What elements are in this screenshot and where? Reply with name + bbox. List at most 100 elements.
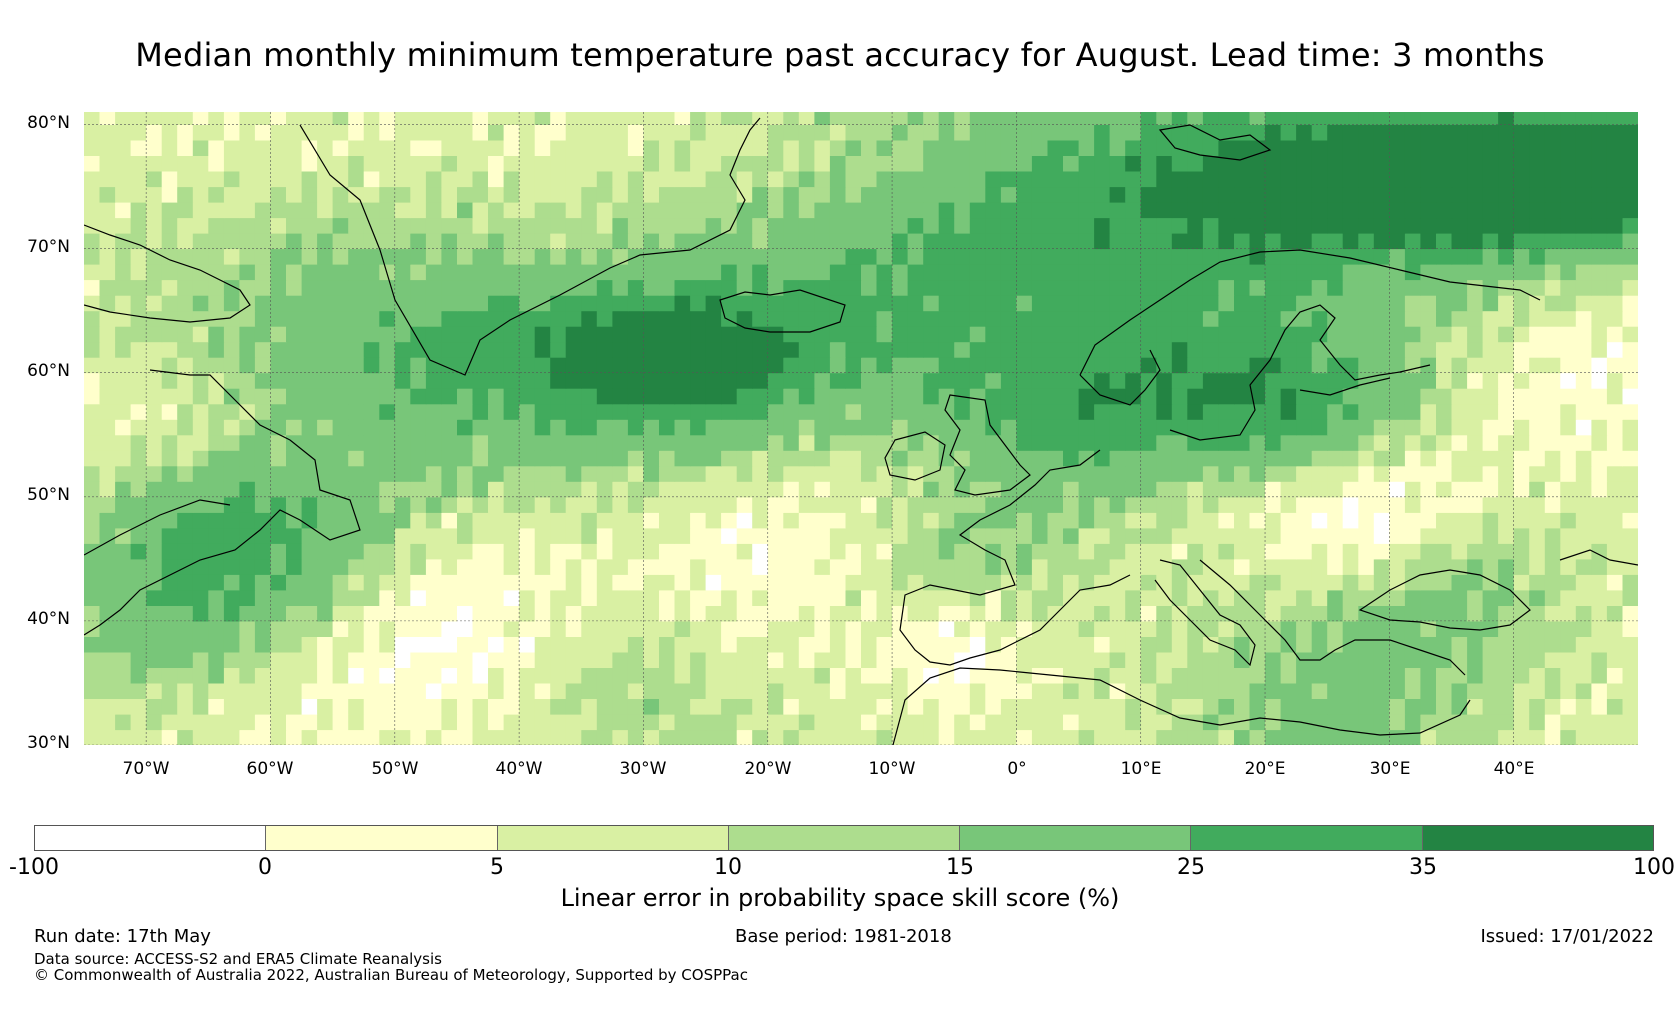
skill-cell bbox=[892, 434, 909, 451]
skill-cell bbox=[892, 682, 909, 699]
skill-cell bbox=[363, 729, 380, 745]
skill-cell bbox=[1063, 357, 1080, 374]
skill-cell bbox=[938, 419, 955, 436]
skill-cell bbox=[814, 279, 831, 296]
skill-cell bbox=[270, 388, 287, 405]
skill-cell bbox=[410, 403, 427, 420]
skill-cell bbox=[814, 341, 831, 358]
skill-cell bbox=[1016, 465, 1033, 482]
skill-cell bbox=[892, 512, 909, 529]
colorbar-tick: 15 bbox=[946, 855, 974, 880]
skill-cell bbox=[1311, 233, 1328, 250]
skill-cell bbox=[394, 729, 411, 745]
lat-label-40n: 40°N bbox=[27, 609, 70, 629]
skill-cell bbox=[565, 217, 582, 234]
skill-cell bbox=[1560, 139, 1577, 156]
skill-cell bbox=[348, 620, 365, 637]
skill-cell bbox=[332, 217, 349, 234]
skill-cell bbox=[1140, 202, 1157, 219]
skill-cell bbox=[1591, 481, 1608, 498]
skill-cell bbox=[519, 124, 536, 141]
skill-cell bbox=[410, 481, 427, 498]
skill-cell bbox=[425, 372, 442, 389]
skill-cell bbox=[223, 636, 240, 653]
coastline-greenland bbox=[299, 117, 761, 376]
skill-cell bbox=[721, 543, 738, 560]
skill-cell bbox=[1202, 682, 1219, 699]
skill-cell bbox=[1016, 729, 1033, 745]
skill-cell bbox=[534, 419, 551, 436]
skill-cell bbox=[363, 279, 380, 296]
skill-cell bbox=[814, 155, 831, 172]
skill-cell bbox=[907, 698, 924, 715]
skill-cell bbox=[798, 651, 815, 668]
skill-cell bbox=[394, 279, 411, 296]
skill-cell bbox=[1063, 279, 1080, 296]
skill-cell bbox=[1373, 729, 1390, 745]
skill-cell bbox=[985, 171, 1002, 188]
skill-cell bbox=[457, 202, 474, 219]
skill-cell bbox=[1094, 496, 1111, 513]
skill-cell bbox=[317, 605, 334, 622]
skill-cell bbox=[1047, 341, 1064, 358]
skill-cell bbox=[783, 139, 800, 156]
skill-cell bbox=[767, 186, 784, 203]
skill-cell bbox=[1265, 481, 1282, 498]
skill-cell bbox=[208, 341, 225, 358]
skill-cell bbox=[84, 388, 101, 405]
skill-cell bbox=[1404, 419, 1421, 436]
skill-cell bbox=[985, 112, 1002, 125]
skill-cell bbox=[1125, 155, 1142, 172]
skill-cell bbox=[674, 636, 691, 653]
skill-cell bbox=[659, 574, 676, 591]
skill-cell bbox=[674, 171, 691, 188]
skill-cell bbox=[425, 543, 442, 560]
skill-cell bbox=[332, 279, 349, 296]
skill-cell bbox=[1358, 112, 1375, 125]
skill-cell bbox=[1156, 543, 1173, 560]
skill-cell bbox=[814, 372, 831, 389]
skill-cell bbox=[177, 543, 194, 560]
skill-cell bbox=[286, 714, 303, 731]
skill-cell bbox=[1373, 171, 1390, 188]
skill-cell bbox=[643, 605, 660, 622]
skill-cell bbox=[783, 171, 800, 188]
skill-cell bbox=[161, 295, 178, 312]
skill-cell bbox=[1063, 558, 1080, 575]
skill-cell bbox=[767, 357, 784, 374]
skill-cell bbox=[876, 512, 893, 529]
skill-cell bbox=[363, 186, 380, 203]
skill-cell bbox=[829, 558, 846, 575]
skill-cell bbox=[1373, 543, 1390, 560]
skill-cell bbox=[208, 465, 225, 482]
skill-cell bbox=[1078, 295, 1095, 312]
skill-cell bbox=[705, 434, 722, 451]
skill-cell bbox=[1140, 248, 1157, 265]
skill-cell bbox=[1187, 326, 1204, 343]
skill-cell bbox=[146, 388, 163, 405]
skill-cell bbox=[1171, 326, 1188, 343]
skill-cell bbox=[161, 155, 178, 172]
skill-cell bbox=[829, 682, 846, 699]
skill-cell bbox=[223, 620, 240, 637]
skill-cell bbox=[192, 112, 209, 125]
skill-cell bbox=[239, 264, 256, 281]
skill-cell bbox=[861, 450, 878, 467]
skill-cell bbox=[254, 388, 271, 405]
skill-cell bbox=[115, 233, 132, 250]
skill-cell bbox=[130, 434, 147, 451]
skill-cell bbox=[1140, 341, 1157, 358]
skill-cell bbox=[161, 124, 178, 141]
skill-cell bbox=[1016, 217, 1033, 234]
skill-cell bbox=[192, 651, 209, 668]
skill-cell bbox=[923, 155, 940, 172]
skill-cell bbox=[425, 667, 442, 684]
skill-cell bbox=[394, 605, 411, 622]
skill-cell bbox=[954, 574, 971, 591]
skill-cell bbox=[208, 217, 225, 234]
colorbar bbox=[34, 825, 1654, 851]
skill-cell bbox=[1327, 682, 1344, 699]
skill-cell bbox=[410, 124, 427, 141]
skill-cell bbox=[177, 264, 194, 281]
skill-cell bbox=[1622, 171, 1638, 188]
